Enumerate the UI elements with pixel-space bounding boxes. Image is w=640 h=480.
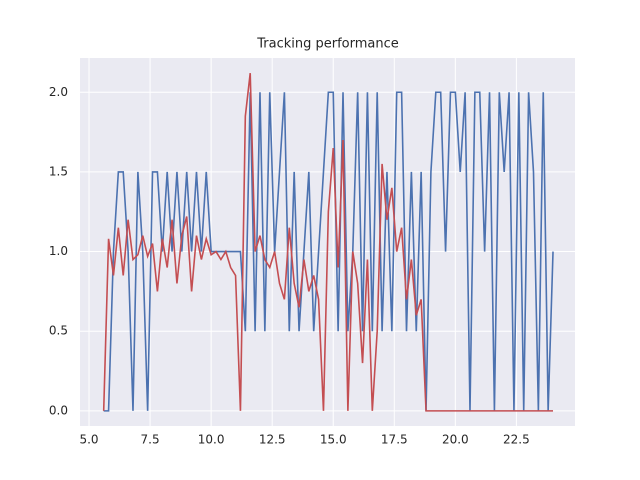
chart-title: Tracking performance: [256, 37, 399, 52]
x-tick-label: 17.5: [381, 433, 408, 447]
x-tick-label: 7.5: [141, 433, 160, 447]
x-tick-label: 15.0: [320, 433, 347, 447]
data-line: [103, 91, 554, 412]
x-tick-label: 12.5: [259, 433, 286, 447]
x-tick-label: 10.0: [198, 433, 225, 447]
y-tick-label: 0.0: [49, 403, 68, 417]
x-tick-label: 20.0: [442, 433, 469, 447]
y-tick-label: 0.5: [49, 324, 68, 338]
y-tick-label: 1.5: [49, 164, 68, 178]
y-tick-label: 1.0: [49, 244, 68, 258]
x-tick-label: 5.0: [79, 433, 98, 447]
y-tick-label: 2.0: [49, 85, 68, 99]
x-tick-label: 22.5: [503, 433, 530, 447]
data-line: [102, 73, 554, 412]
